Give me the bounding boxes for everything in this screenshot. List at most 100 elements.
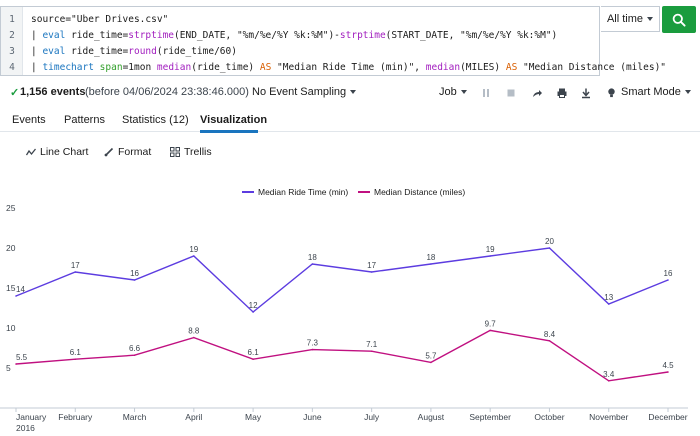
time-range-picker[interactable]: All time [601,6,660,32]
x-tick-label: April [185,412,202,422]
search-query-line[interactable]: | eval ride_time=round(ride_time/60) [31,46,237,57]
distance-data-label: 8.4 [544,330,556,339]
x-tick-label: January [16,412,47,422]
line-chart: 5 10 15 20 25 January February March April May Jun… [0,203,688,433]
ride-time-data-label: 18 [426,253,435,262]
x-tick-label: June [303,412,322,422]
check-icon: ✓ [10,87,20,99]
tab-patterns[interactable]: Patterns [64,114,105,126]
search-mode-label: Smart Mode [621,86,681,98]
job-label: Job [439,86,457,98]
line-chart-button[interactable]: Line Chart [26,146,88,158]
query-token: | [31,46,43,57]
ride-time-point [252,311,254,313]
query-token: source="Uber Drives.csv" [31,14,169,25]
legend-label: Median Ride Time (min) [258,187,349,197]
distance-data-label: 7.3 [307,339,319,348]
trellis-icon [170,147,180,157]
format-label: Format [118,146,152,158]
query-token: eval [42,46,66,57]
distance-data-label: 9.7 [485,319,497,328]
ride-time-data-label: 17 [71,261,80,270]
legend-item-ride-time[interactable]: Median Ride Time (min) [242,187,348,197]
line-chart-label: Line Chart [40,146,89,158]
x-tick-label: August [418,412,445,422]
distance-data-label: 6.1 [248,348,260,357]
download-icon[interactable] [580,87,592,99]
brush-icon [104,147,114,157]
ride-time-point [548,247,551,249]
ride-time-data-label: 13 [604,293,613,302]
x-tick-label: September [469,412,511,422]
search-query-line[interactable]: source="Uber Drives.csv" [31,14,168,25]
query-token: (START_DATE, "%m/%e/%Y %k:%M") [385,30,558,41]
format-button[interactable]: Format [104,146,151,158]
query-token: ride_time= [65,30,129,41]
ride-time-point [607,303,610,305]
query-token: (ride_time/60) [156,46,237,57]
ride-time-data-label: 19 [486,245,495,254]
ride-time-point [430,263,432,265]
search-query-line[interactable]: | eval ride_time=strptime(END_DATE, "%m/… [31,30,557,41]
share-icon[interactable] [531,87,543,99]
chevron-down-icon [647,17,654,21]
query-token: median [156,62,192,73]
bulb-icon [608,87,615,97]
x-tick-label: February [58,412,93,422]
query-token: ride_time= [65,46,129,57]
ride-time-series-line [15,247,669,313]
print-icon[interactable] [556,87,568,99]
search-query-line[interactable]: | timechart span=1mon median(ride_time) … [31,62,666,73]
distance-point [193,336,195,339]
search-icon [672,13,686,27]
trellis-button[interactable]: Trellis [170,146,212,158]
results-tabs: Events Patterns Statistics (12) Visualiz… [0,106,700,133]
x-year-label: 2016 [16,423,35,433]
query-token: span [99,62,123,73]
legend-item-distance[interactable]: Median Distance (miles) [358,187,465,197]
pause-icon[interactable] [480,87,492,99]
query-token: timechart [42,62,94,73]
ride-time-point [311,263,314,265]
line-number: 3 [9,46,15,57]
query-token: strptime [339,30,386,41]
distance-data-label: 7.1 [366,340,378,349]
stop-icon[interactable] [505,87,517,99]
search-mode-dropdown[interactable]: Smart Mode [606,86,691,98]
query-token: (MILES) [460,62,506,73]
ride-time-point [667,279,669,281]
query-token: eval [42,30,66,41]
distance-data-label: 5.7 [425,351,437,360]
ride-time-data-label: 19 [189,245,198,254]
ride-time-data-label: 14 [16,285,25,294]
query-token: median [425,62,461,73]
x-tick-label: November [589,412,628,422]
x-tick-label: July [364,412,380,422]
distance-data-label: 6.6 [129,344,141,353]
query-token: (END_DATE, "%m/%e/%Y %k:%M")- [174,30,340,41]
legend-label: Median Distance (miles) [374,187,466,197]
line-chart-icon [26,148,36,155]
query-token: =1mon [122,62,157,73]
query-token: (ride_time) [191,62,260,73]
tab-statistics[interactable]: Statistics (12) [122,114,189,126]
event-sampling-dropdown[interactable]: No Event Sampling [252,86,357,98]
query-token: "Median Distance (miles)" [517,62,667,73]
ride-time-data-label: 17 [367,261,376,270]
search-editor[interactable]: 1 source="Uber Drives.csv" 2 | eval ride_ti… [0,6,666,76]
x-tick-label: May [245,412,262,422]
y-tick-label: 25 [6,203,16,213]
distance-data-label: 4.5 [662,361,674,370]
tab-visualization[interactable]: Visualization [200,114,268,126]
ride-time-point [370,271,373,273]
ride-time-data-label: 16 [130,269,139,278]
trellis-label: Trellis [184,146,212,158]
event-sampling-label: No Event Sampling [252,86,347,98]
tab-events[interactable]: Events [12,114,46,126]
search-button[interactable] [662,6,696,33]
distance-data-label: 5.5 [16,353,28,362]
y-tick-label: 5 [6,363,11,373]
ride-time-data-label: 20 [545,237,554,246]
job-menu[interactable]: Job [439,86,467,98]
distance-series-line [15,329,669,382]
